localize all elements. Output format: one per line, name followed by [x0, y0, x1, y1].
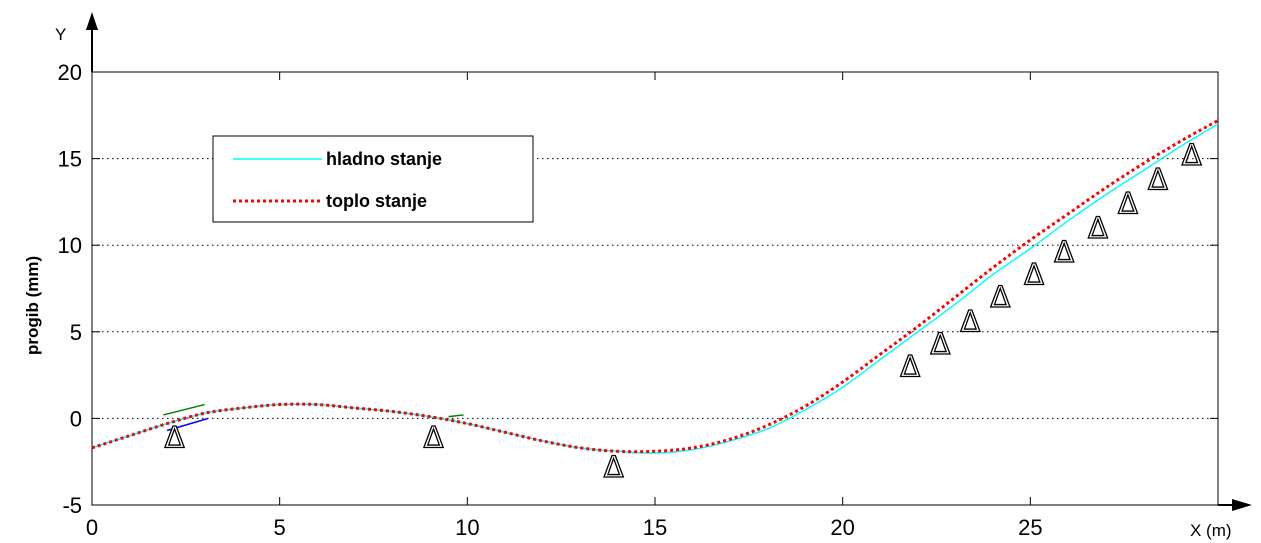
legend-label-hladno: hladno stanje: [326, 149, 442, 169]
support-marker: Δ: [990, 280, 1010, 314]
support-marker: Δ: [165, 420, 185, 454]
y-tick-label: 10: [58, 233, 82, 258]
support-marker: Δ: [424, 420, 444, 454]
y-tick-label: 5: [70, 320, 82, 345]
support-marker: Δ: [1054, 235, 1074, 269]
series-toplo-stanje: [91, 119, 1219, 454]
x-tick-label: 0: [86, 515, 98, 540]
support-marker: Δ: [1118, 187, 1138, 221]
support-marker: Δ: [1088, 211, 1108, 245]
y-tick-label: 15: [58, 147, 82, 172]
local-segment: [166, 417, 209, 432]
x-axis-label: X (m): [1190, 521, 1232, 540]
support-marker: Δ: [960, 304, 980, 338]
x-tick-label: 25: [1018, 515, 1042, 540]
support-marker: Δ: [1148, 162, 1168, 196]
support-marker: Δ: [604, 450, 624, 484]
x-tick-label: 10: [455, 515, 479, 540]
legend-box: [212, 135, 534, 223]
legend-label-toplo: toplo stanje: [326, 191, 427, 211]
axis-arrows: [86, 12, 1252, 511]
support-marker: Δ: [900, 349, 920, 383]
small-segments: [163, 403, 464, 432]
support-marker: Δ: [1182, 138, 1202, 172]
support-marker: Δ: [1024, 258, 1044, 292]
series-lines: [91, 119, 1219, 454]
x-tick-label: 5: [274, 515, 286, 540]
x-axis-arrowhead: [1232, 499, 1252, 511]
y-axis-arrowhead: [86, 12, 98, 30]
x-tick-label: 15: [643, 515, 667, 540]
local-segment: [448, 414, 464, 418]
y-axis-label: progib (mm): [23, 256, 42, 355]
legend: hladno stanje toplo stanje: [212, 135, 534, 223]
y-tick-label: 20: [58, 60, 82, 85]
y-axis-marker: Y: [55, 25, 66, 44]
local-segment: [163, 403, 205, 416]
y-tick-label: 0: [70, 406, 82, 431]
x-tick-label: 20: [830, 515, 854, 540]
support-marker: Δ: [930, 327, 950, 361]
y-tick-label: -5: [62, 493, 82, 518]
